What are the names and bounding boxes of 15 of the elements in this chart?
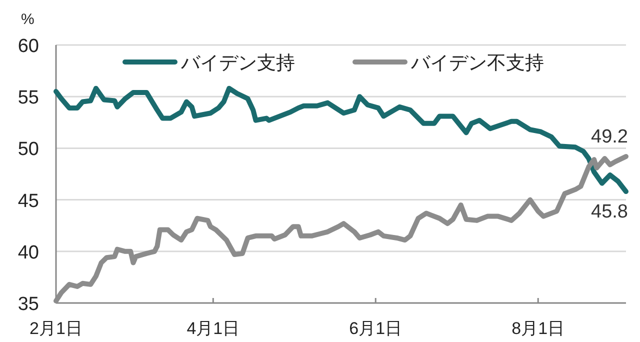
x-tick-label: 2月1日 — [30, 319, 82, 338]
y-axis-title: % — [21, 11, 34, 28]
annotation: 49.2 — [591, 126, 628, 148]
legend-label: バイデン不支持 — [410, 53, 544, 74]
y-tick-label: 55 — [18, 88, 39, 109]
legend-label: バイデン支持 — [180, 53, 295, 74]
x-tick-label: 8月1日 — [512, 319, 565, 338]
y-tick-label: 40 — [18, 242, 39, 264]
x-tick-label: 6月1日 — [349, 319, 402, 338]
x-tick-label: 4月1日 — [186, 319, 240, 338]
y-tick-label: 60 — [18, 36, 39, 57]
annotation: 45.8 — [591, 202, 628, 223]
y-tick-label: 35 — [18, 294, 39, 315]
y-tick-label: 45 — [18, 190, 39, 212]
y-tick-label: 50 — [18, 139, 39, 160]
